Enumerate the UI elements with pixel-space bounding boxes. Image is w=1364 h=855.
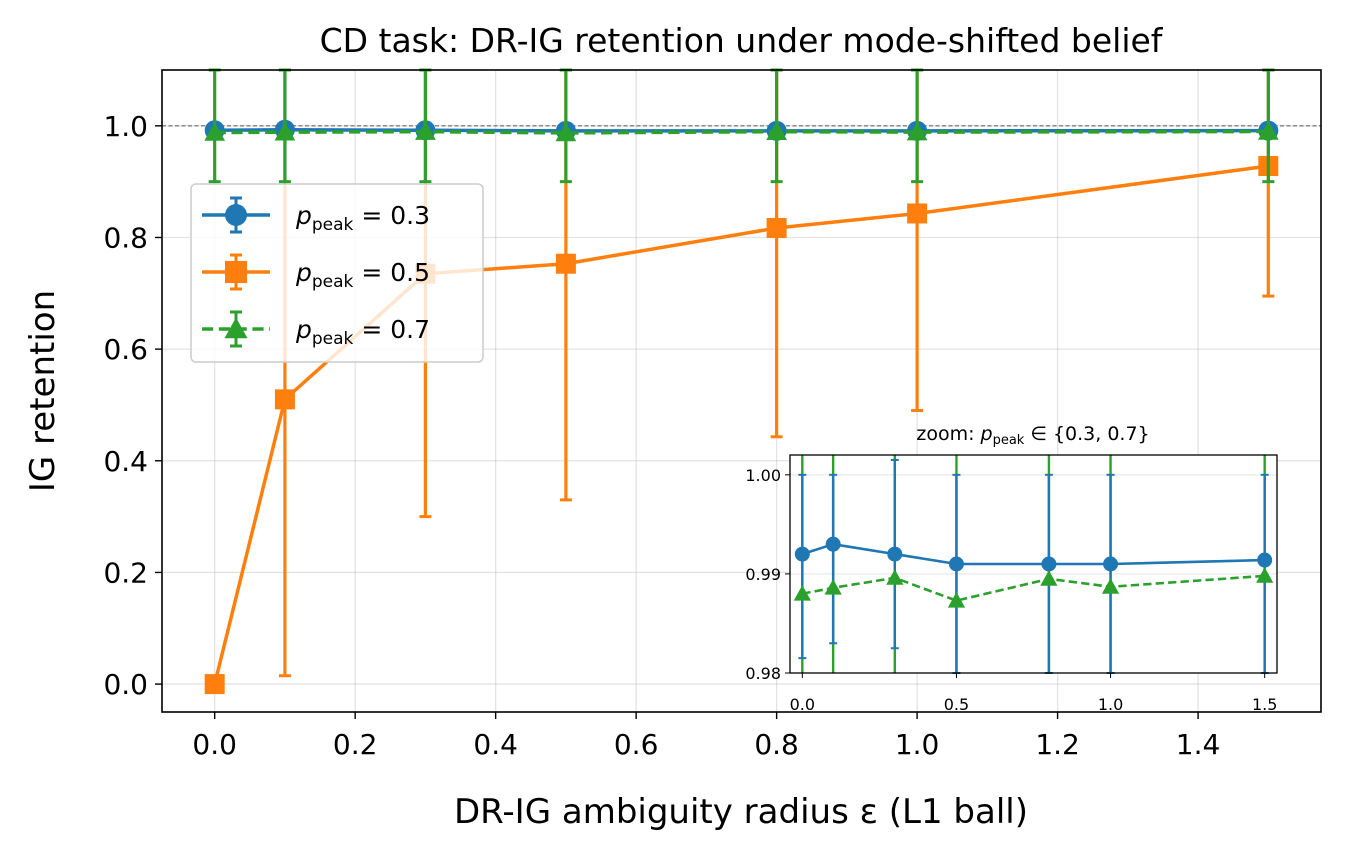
inset-title-var: p [980, 423, 993, 445]
inset-zoom-chart: 0.0 0.5 1.0 1.5 0.98 0.99 1.00 zoom: ppeak ∈ {… [745, 423, 1278, 714]
inset-title: zoom: ppeak ∈ {0.3, 0.7} [916, 423, 1149, 448]
x-tick-label: 1.2 [1035, 728, 1080, 761]
inset-data-point [1103, 556, 1119, 572]
inset-x-tick-label: 0.5 [944, 695, 969, 714]
x-tick-label: 0.8 [754, 728, 799, 761]
data-point [766, 217, 787, 238]
legend-entry: ppeak = 0.7 [202, 310, 430, 349]
x-axis-label-text: DR-IG ambiguity radius ε (L1 ball) [454, 792, 1028, 832]
x-tick-label: 0.0 [192, 728, 237, 761]
inset-series-triangle [793, 567, 1274, 608]
data-point [555, 122, 577, 142]
inset-title-rest: ∈ {0.3, 0.7} [1024, 423, 1149, 445]
y-tick-label: 1.0 [103, 110, 148, 143]
x-tick-label: 0.2 [333, 728, 378, 761]
series-triangle [204, 68, 1279, 184]
inset-axes-frame [789, 454, 1278, 674]
data-point [906, 121, 928, 141]
inset-data-point [948, 556, 964, 572]
legend-label-sub: peak [312, 329, 354, 349]
y-tick-label: 0.2 [103, 556, 148, 589]
y-axis-label: IG retention [23, 290, 63, 492]
legend-label: ppeak = 0.5 [295, 258, 430, 292]
x-tick-label: 1.4 [1176, 728, 1221, 761]
legend-label-var: p [295, 258, 312, 287]
inset-plot-series [793, 455, 1274, 674]
inset-data-point [793, 585, 811, 601]
legend-label-sub: peak [312, 215, 354, 235]
legend-label-value: = 0.3 [353, 201, 430, 230]
main-axes-frame [161, 69, 1322, 713]
inset-series-circle [794, 536, 1273, 572]
y-tick-label: 0.6 [103, 333, 148, 366]
chart-title: CD task: DR-IG retention under mode-shif… [320, 21, 1164, 60]
inset-axis-ticks: 0.0 0.5 1.0 1.5 0.98 0.99 1.00 [745, 466, 1277, 714]
legend-box [190, 183, 484, 363]
inset-x-tick-label: 1.5 [1252, 695, 1277, 714]
main-plot-series [204, 68, 1279, 695]
inset-data-point [1040, 570, 1058, 586]
legend-label: ppeak = 0.7 [295, 315, 430, 349]
inset-data-point [825, 536, 841, 552]
legend-label-var: p [295, 315, 312, 344]
legend-label-sub: peak [312, 272, 354, 292]
legend-label-value: = 0.5 [353, 258, 430, 287]
y-tick-label: 0.4 [103, 445, 148, 478]
inset-data-point [1257, 552, 1273, 568]
data-point [204, 122, 226, 141]
data-point [274, 121, 296, 141]
inset-x-tick-label: 1.0 [1098, 695, 1123, 714]
inset-data-point [1041, 556, 1057, 572]
data-point [204, 674, 225, 695]
inset-data-point [886, 569, 904, 585]
inset-data-point [947, 592, 966, 608]
legend-entry: ppeak = 0.5 [202, 253, 430, 292]
inset-title-sub: peak [993, 433, 1025, 448]
legend-label: ppeak = 0.3 [295, 201, 430, 235]
legend-marker [224, 317, 248, 339]
inset-data-point [794, 546, 810, 562]
inset-y-tick-label: 0.98 [745, 664, 781, 683]
x-tick-label: 0.4 [473, 728, 518, 761]
inset-y-tick-label: 1.00 [745, 466, 781, 485]
x-tick-label: 0.6 [614, 728, 659, 761]
y-tick-label: 0.8 [103, 221, 148, 254]
main-axis-ticks: 0.0 0.2 0.4 0.6 0.8 1.0 1.2 1.4 0.0 0.2 0.4 0.6 0.8 1… [103, 110, 1220, 761]
data-point [766, 121, 787, 140]
data-point [555, 253, 576, 274]
x-axis-label: DR-IG ambiguity radius ε (L1 ball) [454, 792, 1028, 832]
inset-data-point [1101, 578, 1120, 594]
x-tick-label: 1.0 [895, 728, 940, 761]
legend-label-var: p [295, 201, 312, 230]
inset-y-tick-label: 0.99 [745, 565, 781, 584]
inset-series-errors [798, 458, 1269, 674]
data-point [1257, 121, 1279, 140]
data-point [415, 121, 436, 140]
legend-marker [225, 261, 247, 283]
legend-marker [225, 204, 247, 226]
inset-title-prefix: zoom: [916, 423, 980, 445]
legend-label-value: = 0.7 [353, 315, 430, 344]
series-line [214, 129, 1269, 135]
inset-x-tick-label: 0.0 [790, 695, 815, 714]
inset-data-point [887, 546, 903, 562]
y-tick-label: 0.0 [103, 668, 148, 701]
data-point [274, 389, 295, 410]
inset-data-point [1256, 567, 1274, 583]
legend-entry: ppeak = 0.3 [202, 196, 430, 235]
data-point [907, 203, 928, 224]
inset-data-point [824, 579, 842, 595]
